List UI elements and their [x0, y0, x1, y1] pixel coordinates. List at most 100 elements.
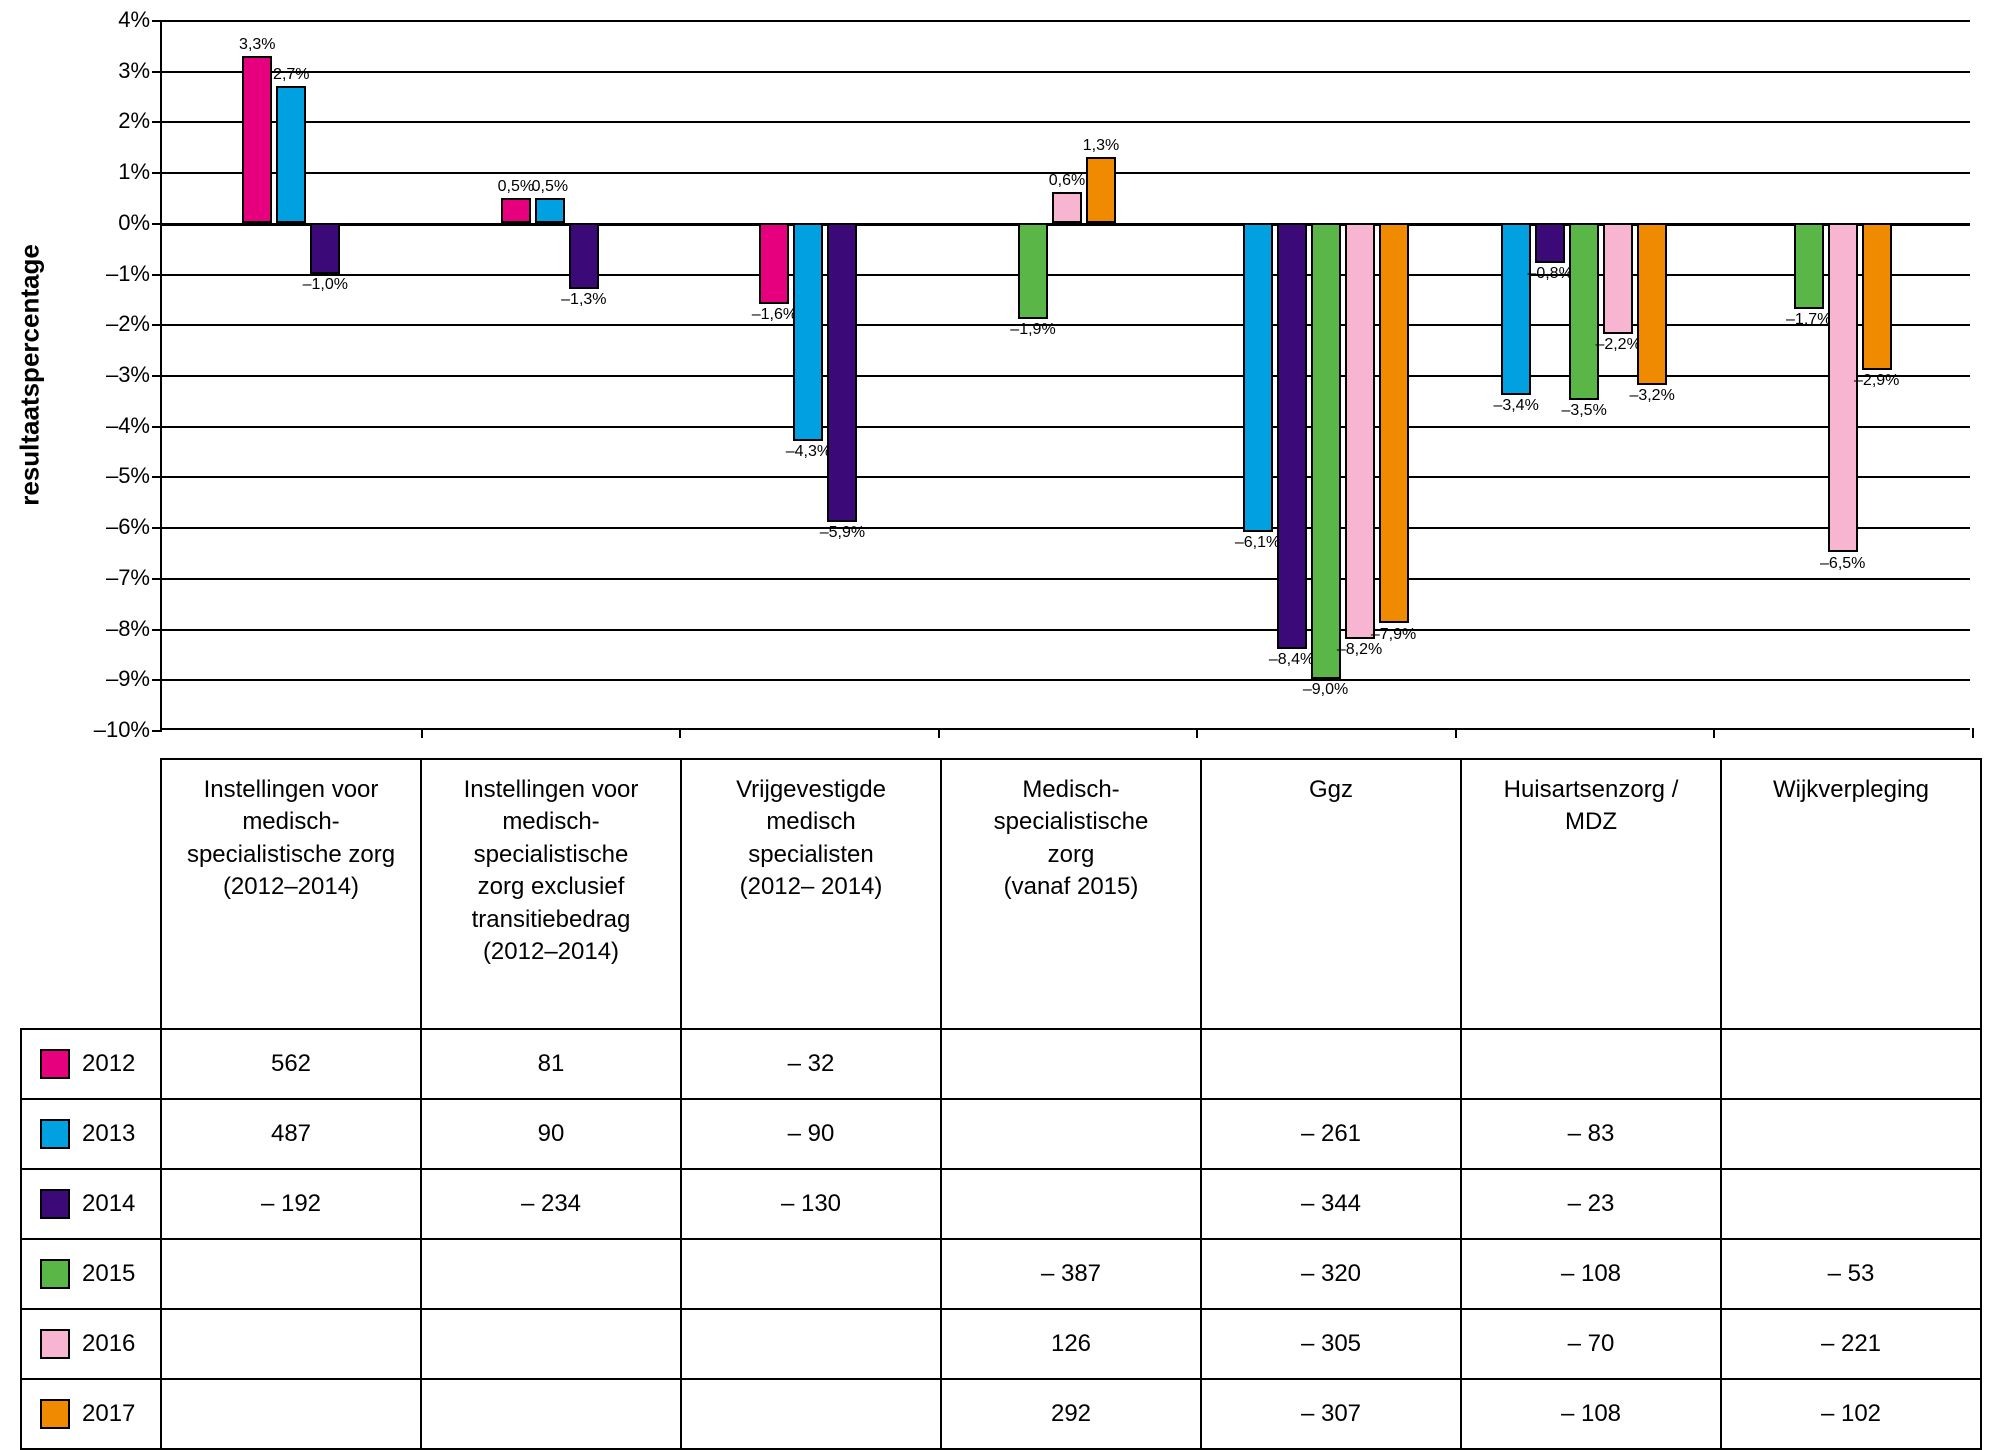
bar — [1345, 223, 1375, 639]
table-cell — [1721, 1169, 1981, 1239]
table-cell: – 192 — [161, 1169, 421, 1239]
y-tick-label: –9% — [70, 666, 150, 692]
table-cell: – 221 — [1721, 1309, 1981, 1379]
table-cell — [1721, 1099, 1981, 1169]
table-cell: – 53 — [1721, 1239, 1981, 1309]
table-cell: – 70 — [1461, 1309, 1721, 1379]
table-cell — [941, 1099, 1201, 1169]
bar-value-label: –2,9% — [1854, 372, 1899, 390]
bar-value-label: –0,8% — [1527, 265, 1572, 283]
bar — [1501, 223, 1531, 395]
plot-area: 3,3%2,7%–1,0%0,5%0,5%–1,3%–1,6%–4,3%–5,9… — [160, 20, 1970, 730]
table-cell — [681, 1309, 941, 1379]
table-cell: 292 — [941, 1379, 1201, 1449]
table-row: 2014– 192– 234– 130– 344– 23 — [21, 1169, 1981, 1239]
y-tick-mark — [152, 121, 162, 123]
bar — [1794, 223, 1824, 309]
x-tick-mark — [679, 728, 681, 738]
table-cell: – 130 — [681, 1169, 941, 1239]
table-row: 2016126– 305– 70– 221 — [21, 1309, 1981, 1379]
legend-swatch — [40, 1259, 70, 1289]
y-tick-label: 0% — [70, 210, 150, 236]
bar — [1569, 223, 1599, 401]
legend-swatch — [40, 1329, 70, 1359]
x-tick-mark — [1455, 728, 1457, 738]
y-axis-title: resultaatspercentage — [15, 244, 46, 506]
bar-value-label: –1,6% — [752, 306, 797, 324]
bar — [1311, 223, 1341, 679]
y-tick-mark — [152, 578, 162, 580]
bar — [1603, 223, 1633, 335]
table-column-header: Vrijgevestigdemedischspecialisten(2012– … — [681, 759, 941, 1029]
bar — [1277, 223, 1307, 649]
table-header-row: Instellingen voormedisch-specialistische… — [21, 759, 1981, 1029]
bar — [1052, 192, 1082, 222]
bar — [535, 198, 565, 223]
table-column-header: Wijkverpleging — [1721, 759, 1981, 1029]
y-tick-label: –10% — [70, 717, 150, 743]
y-tick-label: –3% — [70, 362, 150, 388]
bar — [759, 223, 789, 304]
x-tick-mark — [938, 728, 940, 738]
bar-value-label: –1,0% — [303, 276, 348, 294]
bar — [1637, 223, 1667, 385]
y-tick-label: –7% — [70, 565, 150, 591]
table-corner-blank — [21, 759, 161, 1029]
bar-group: –1,9% 0,6% 1,3% — [938, 20, 1197, 728]
bar-value-label: –1,7% — [1786, 311, 1831, 329]
y-tick-label: –1% — [70, 261, 150, 287]
table-cell: – 320 — [1201, 1239, 1461, 1309]
legend-swatch — [40, 1049, 70, 1079]
bar-value-label: 3,3% — [239, 36, 275, 54]
table-cell: 81 — [421, 1029, 681, 1099]
bar — [1018, 223, 1048, 319]
y-tick-mark — [152, 527, 162, 529]
bar-value-label: –3,5% — [1561, 402, 1606, 420]
table-cell — [161, 1379, 421, 1449]
table-cell — [1721, 1029, 1981, 1099]
table-cell — [1201, 1029, 1461, 1099]
legend-year-label: 2017 — [82, 1400, 135, 1427]
bar-group: –3,4%–0,8%–3,5%–2,2%–3,2% — [1455, 20, 1714, 728]
bar-value-label: –4,3% — [786, 443, 831, 461]
table-cell: 126 — [941, 1309, 1201, 1379]
bar — [793, 223, 823, 441]
bar — [310, 223, 340, 274]
bar-value-label: –2,2% — [1595, 336, 1640, 354]
bar-value-label: 2,7% — [273, 66, 309, 84]
y-tick-mark — [152, 426, 162, 428]
y-tick-label: –6% — [70, 514, 150, 540]
y-tick-label: 1% — [70, 159, 150, 185]
bar-value-label: –3,2% — [1629, 387, 1674, 405]
table-cell: 487 — [161, 1099, 421, 1169]
legend-year-label: 2014 — [82, 1190, 135, 1217]
bar-value-label: –5,9% — [820, 524, 865, 542]
legend-swatch — [40, 1399, 70, 1429]
y-tick-mark — [152, 324, 162, 326]
bar-value-label: –6,1% — [1235, 534, 1280, 552]
table-cell — [1461, 1029, 1721, 1099]
legend-year-label: 2012 — [82, 1050, 135, 1077]
bar-value-label: 1,3% — [1083, 137, 1119, 155]
table-cell: – 108 — [1461, 1379, 1721, 1449]
table-cell: – 32 — [681, 1029, 941, 1099]
bar-group: –1,7%–6,5%–2,9% — [1713, 20, 1972, 728]
bar-value-label: –1,3% — [561, 291, 606, 309]
table-column-header: Instellingen voormedisch-specialistische… — [161, 759, 421, 1029]
bar — [1862, 223, 1892, 370]
y-tick-label: 2% — [70, 108, 150, 134]
y-tick-label: –4% — [70, 413, 150, 439]
table-cell: – 234 — [421, 1169, 681, 1239]
table-column-header: Medisch-specialistischezorg(vanaf 2015) — [941, 759, 1201, 1029]
table-cell: – 307 — [1201, 1379, 1461, 1449]
y-tick-mark — [152, 679, 162, 681]
chart-container: resultaatspercentage –10%–9%–8%–7%–6%–5%… — [70, 20, 1970, 730]
y-tick-mark — [152, 629, 162, 631]
bar-group: –1,6% –4,3% –5,9% — [679, 20, 938, 728]
y-tick-mark — [152, 730, 162, 732]
bar-value-label: 0,6% — [1049, 172, 1085, 190]
bar-value-label: –8,4% — [1269, 651, 1314, 669]
table-column-header: Ggz — [1201, 759, 1461, 1029]
bar-value-label: –1,9% — [1010, 321, 1055, 339]
table-cell: – 387 — [941, 1239, 1201, 1309]
